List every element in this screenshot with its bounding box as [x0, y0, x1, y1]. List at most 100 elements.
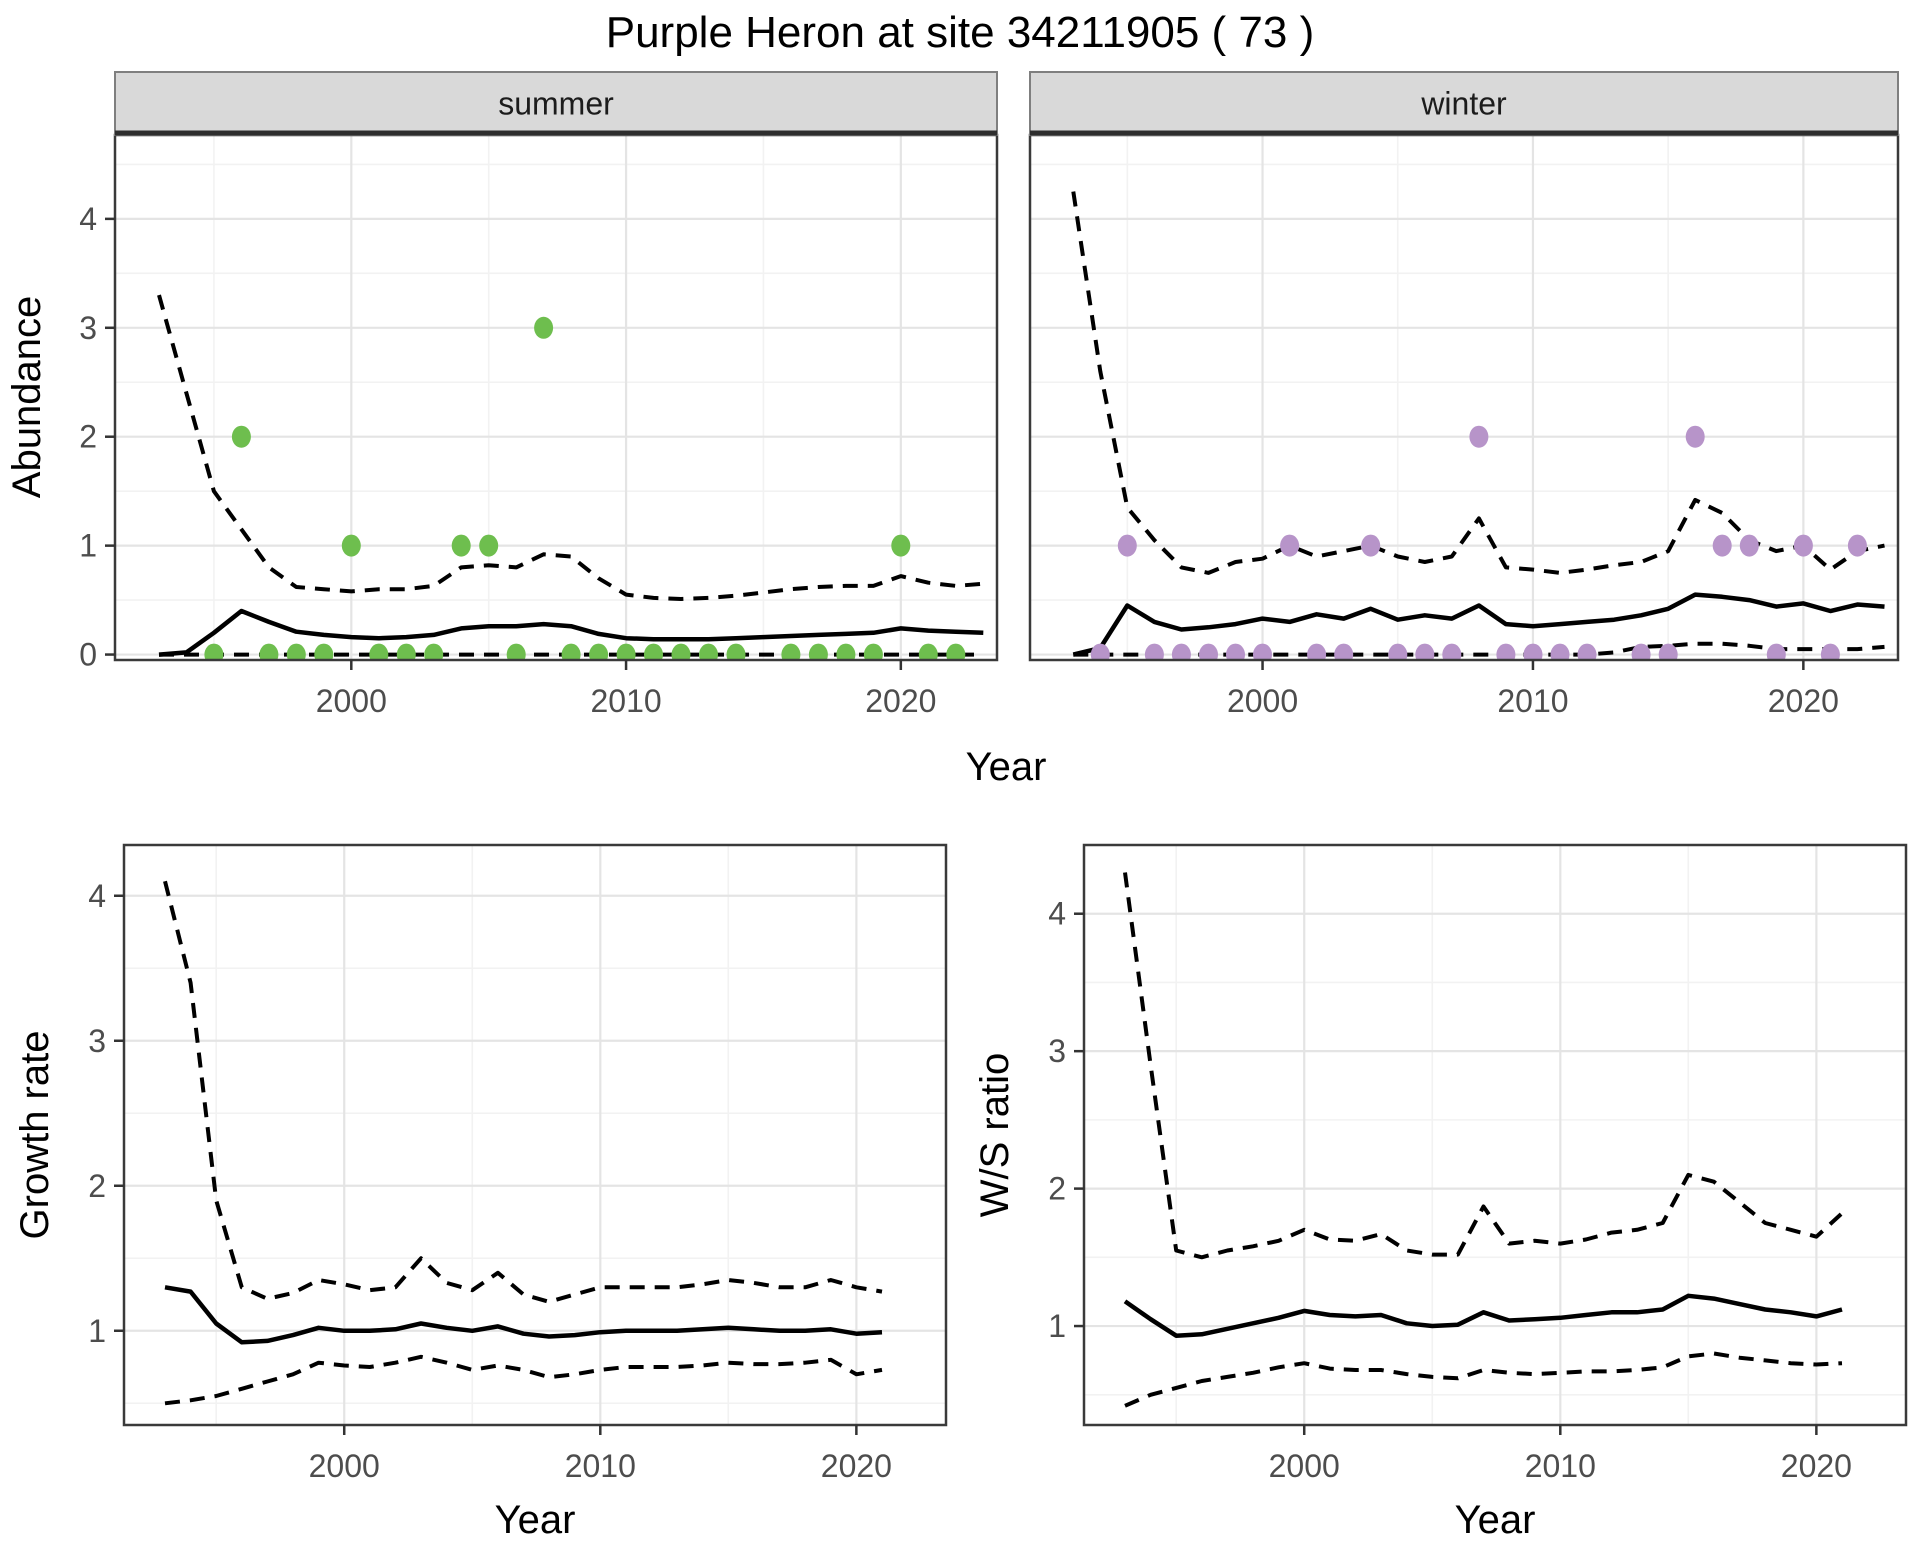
panel-w-s-ratio-lower-95ci-line [1124, 1351, 1843, 1408]
panel-series [157, 294, 984, 660]
panel-summer-observed-count-point [259, 643, 279, 660]
panel-winter-observed-count-point [1144, 643, 1164, 660]
x-tick-label: 2010 [565, 1448, 636, 1484]
panel-winter-observed-count-point [1631, 643, 1651, 660]
panel-winter: winter 2000 2010 2020 [1028, 71, 1900, 719]
panel-summer: summer 2000 2010 2020 0 1 2 3 4 [79, 71, 999, 719]
panel-summer-mean-line [158, 608, 984, 657]
x-tick-label: 2000 [1227, 683, 1298, 719]
panel-w-s-ratio-upper-95ci-line [1123, 872, 1844, 1260]
panel-winter-observed-count-point [1226, 643, 1245, 660]
panel-summer-observed-count-point [671, 643, 691, 660]
y-tick-label: 3 [1048, 1033, 1066, 1069]
panel-winter-observed-count-point [1388, 643, 1408, 660]
panel-winter-observed-count-point [1550, 643, 1570, 660]
x-tick-label: 2000 [1269, 1448, 1340, 1484]
y-tick-label: 0 [79, 637, 97, 673]
panel-winter-observed-count-point [1334, 643, 1354, 660]
plot-title: Purple Heron at site 34211905 ( 73 ) [606, 8, 1315, 57]
panel-winter-observed-count-point [1280, 534, 1300, 557]
panel-w-s-ratio: 2000 2010 2020 1 2 3 4 [1048, 843, 1908, 1484]
panel-summer-observed-count-point [918, 643, 938, 660]
panel-winter-observed-count-point [1361, 534, 1381, 557]
panel-winter-observed-count-point [1117, 534, 1137, 557]
panel-border [122, 843, 948, 1427]
y-tick-label: 4 [79, 201, 97, 237]
panel-background [115, 135, 997, 660]
panel-winter-observed-count-point [1199, 643, 1218, 660]
facet-label-summer: summer [498, 86, 614, 122]
panel-winter-observed-count-point [1766, 643, 1786, 660]
panels-group: summer 2000 2010 2020 0 1 2 3 4 winter 2000 2010 202… [79, 71, 1908, 1484]
x-tick-label: 2000 [309, 1448, 380, 1484]
y-tick-label: 2 [1048, 1171, 1066, 1207]
panel-summer-observed-count-point [808, 643, 828, 660]
panel-summer-observed-count-point [699, 643, 718, 660]
growth-rate-axis-title: Growth rate [13, 1031, 57, 1240]
panel-winter-observed-count-point [1171, 643, 1191, 660]
panel-winter-observed-count-point [1685, 425, 1705, 448]
panel-summer-observed-count-point [836, 643, 856, 660]
panel-winter-observed-count-point [1415, 643, 1435, 660]
y-tick-label: 2 [88, 1168, 106, 1204]
panel-summer-observed-count-point [506, 643, 526, 660]
panel-summer-observed-count-point [561, 643, 581, 660]
y-tick-label: 3 [88, 1023, 106, 1059]
y-tick-label: 4 [88, 878, 106, 914]
y-tick-label: 1 [88, 1313, 106, 1349]
panel-winter-observed-count-point [1253, 643, 1272, 660]
facet-strip [1029, 71, 1899, 136]
panel-summer-observed-count-point [286, 643, 306, 660]
panel-series [163, 880, 883, 1406]
growth-x-axis-title: Year [495, 1498, 576, 1542]
panel-summer-observed-count-point [534, 316, 554, 339]
panel-summer-observed-count-point [726, 643, 746, 660]
panel-summer-observed-count-point [863, 643, 883, 660]
panel-winter-observed-count-point [1739, 534, 1759, 557]
panel-winter-observed-count-point [1469, 425, 1489, 448]
panel-summer-upper-95ci-line [157, 294, 984, 601]
x-tick-label: 2020 [1781, 1448, 1852, 1484]
panel-winter-observed-count-point [1442, 643, 1462, 660]
panel-background [1084, 845, 1906, 1425]
panel-summer-observed-count-point [341, 534, 361, 557]
panel-series [1123, 872, 1844, 1408]
panel-winter-observed-count-point [1090, 643, 1110, 660]
panel-growth-rate-upper-95ci-line [163, 880, 883, 1304]
x-tick-label: 2010 [1525, 1448, 1596, 1484]
panel-background [124, 845, 946, 1425]
panel-winter-observed-count-point [1793, 534, 1813, 557]
panel-summer-observed-count-point [451, 534, 471, 557]
ws-ratio-axis-title: W/S ratio [973, 1053, 1017, 1217]
panel-summer-observed-count-point [946, 643, 966, 660]
panel-summer-observed-count-point [644, 643, 663, 660]
y-tick-label: 4 [1048, 896, 1066, 932]
y-tick-label: 2 [79, 419, 97, 455]
panel-growth-rate-lower-95ci-line [164, 1354, 883, 1406]
panel-winter-observed-count-point [1496, 643, 1516, 660]
panel-growth-rate: 2000 2010 2020 1 2 3 4 [88, 843, 948, 1484]
panel-winter-observed-count-point [1523, 643, 1543, 660]
y-tick-label: 3 [79, 310, 97, 346]
panel-winter-observed-count-point [1847, 534, 1867, 557]
y-tick-label: 1 [79, 528, 97, 564]
panel-summer-observed-count-point [589, 643, 609, 660]
panel-summer-observed-count-point [314, 643, 334, 660]
panel-border [1082, 843, 1908, 1427]
panel-w-s-ratio-mean-line [1123, 1293, 1843, 1338]
panel-winter-observed-count-point [1658, 643, 1678, 660]
facet-label-winter: winter [1420, 86, 1507, 122]
panel-summer-observed-count-point [204, 643, 224, 660]
y-tick-label: 1 [1048, 1308, 1066, 1344]
facet-strip [114, 71, 998, 136]
x-tick-label: 2010 [1497, 683, 1568, 719]
panel-winter-observed-count-point [1307, 643, 1327, 660]
panel-summer-observed-count-point [479, 534, 499, 557]
x-tick-label: 2020 [1768, 683, 1839, 719]
x-tick-label: 2010 [590, 683, 661, 719]
panel-winter-observed-count-point [1820, 643, 1840, 660]
panel-summer-observed-count-point [231, 425, 251, 448]
panel-summer-observed-count-point [424, 643, 444, 660]
panel-growth-rate-mean-line [164, 1285, 883, 1345]
